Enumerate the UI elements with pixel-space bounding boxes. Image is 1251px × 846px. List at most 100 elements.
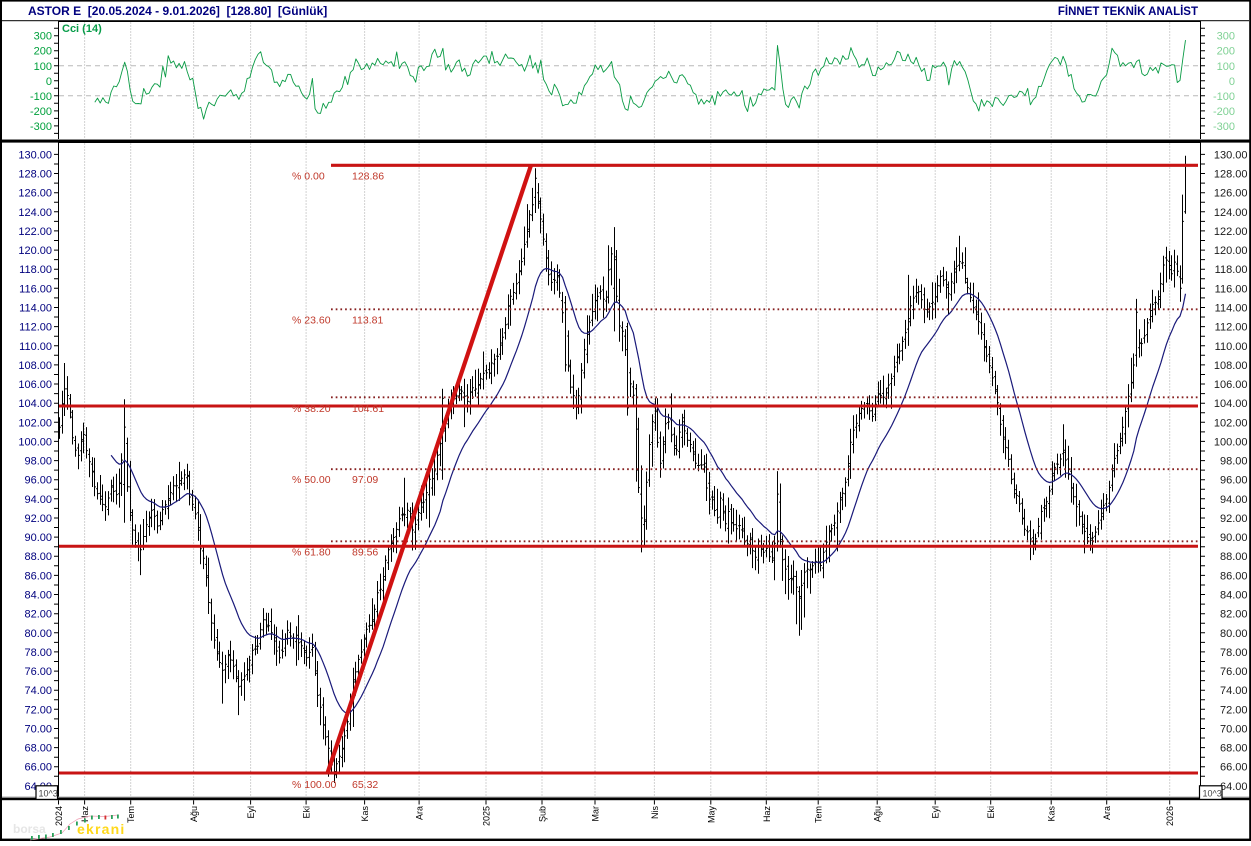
svg-text:Mar: Mar: [591, 806, 601, 822]
svg-text:Haz: Haz: [762, 806, 772, 823]
svg-text:76.00: 76.00: [1220, 666, 1248, 678]
svg-text:98.00: 98.00: [1220, 456, 1248, 468]
svg-text:72.00: 72.00: [1220, 704, 1248, 716]
svg-text:122.00: 122.00: [1214, 226, 1248, 238]
svg-text:ekrani: ekrani: [77, 821, 125, 837]
svg-text:116.00: 116.00: [1215, 283, 1248, 295]
svg-text:130.00: 130.00: [18, 149, 52, 161]
svg-text:80.00: 80.00: [24, 628, 52, 640]
svg-text:100: 100: [34, 61, 52, 73]
svg-text:128.00: 128.00: [1214, 169, 1248, 181]
svg-text:76.00: 76.00: [24, 666, 52, 678]
svg-text:92.00: 92.00: [1220, 513, 1248, 525]
svg-text:2024: 2024: [54, 806, 64, 826]
svg-text:0: 0: [1229, 76, 1235, 88]
svg-text:94.00: 94.00: [24, 494, 52, 506]
svg-text:64.00: 64.00: [1220, 781, 1248, 793]
svg-text:106.00: 106.00: [1214, 379, 1248, 391]
svg-text:86.00: 86.00: [24, 570, 52, 582]
svg-text:118.00: 118.00: [1215, 264, 1248, 276]
svg-text:100: 100: [1217, 61, 1235, 73]
svg-text:108.00: 108.00: [1214, 360, 1248, 372]
svg-text:112.00: 112.00: [1215, 322, 1248, 334]
svg-text:128.00: 128.00: [18, 169, 52, 181]
svg-text:94.00: 94.00: [1220, 494, 1248, 506]
svg-text:-200: -200: [1213, 106, 1235, 118]
svg-text:Ağu: Ağu: [873, 806, 883, 822]
svg-text:Eyl: Eyl: [246, 806, 256, 819]
svg-text:92.00: 92.00: [24, 513, 52, 525]
svg-text:FİNNET TEKNİK ANALİST: FİNNET TEKNİK ANALİST: [1058, 5, 1198, 18]
svg-text:-100: -100: [1213, 91, 1235, 103]
svg-text:65.32: 65.32: [352, 779, 378, 791]
svg-text:100.00: 100.00: [18, 436, 52, 448]
svg-text:% 0.00: % 0.00: [292, 171, 325, 183]
svg-text:68.00: 68.00: [24, 743, 52, 755]
svg-text:82.00: 82.00: [24, 609, 52, 621]
svg-text:% 50.00: % 50.00: [292, 474, 331, 486]
svg-text:96.00: 96.00: [24, 475, 52, 487]
svg-text:66.00: 66.00: [24, 762, 52, 774]
svg-text:118.00: 118.00: [19, 264, 52, 276]
svg-text:borsa: borsa: [13, 822, 46, 836]
svg-text:102.00: 102.00: [18, 417, 52, 429]
svg-text:130.00: 130.00: [1214, 149, 1248, 161]
svg-text:82.00: 82.00: [1220, 609, 1248, 621]
svg-text:-200: -200: [30, 106, 52, 118]
svg-text:78.00: 78.00: [1220, 647, 1248, 659]
svg-text:68.00: 68.00: [1220, 743, 1248, 755]
svg-text:74.00: 74.00: [1220, 685, 1248, 697]
svg-text:70.00: 70.00: [1220, 724, 1248, 736]
svg-text:% 61.80: % 61.80: [292, 547, 331, 559]
svg-text:104.00: 104.00: [18, 398, 52, 410]
svg-text:90.00: 90.00: [1220, 532, 1248, 544]
svg-text:124.00: 124.00: [1214, 207, 1248, 219]
svg-text:Şub: Şub: [538, 806, 548, 822]
svg-text:-300: -300: [1213, 121, 1235, 133]
svg-text:0: 0: [46, 76, 52, 88]
svg-text:% 23.60: % 23.60: [292, 315, 331, 327]
svg-text:2026: 2026: [1165, 806, 1175, 826]
svg-text:88.00: 88.00: [1220, 551, 1248, 563]
svg-text:96.00: 96.00: [1220, 475, 1248, 487]
svg-text:Eki: Eki: [302, 806, 312, 819]
svg-text:98.00: 98.00: [24, 456, 52, 468]
svg-text:84.00: 84.00: [24, 590, 52, 602]
svg-text:78.00: 78.00: [24, 647, 52, 659]
svg-text:2025: 2025: [482, 806, 492, 826]
svg-text:ASTOR E [20.05.2024 - 9.01.20: ASTOR E [20.05.2024 - 9.01.2026] [128.80…: [28, 4, 327, 18]
svg-text:106.00: 106.00: [18, 379, 52, 391]
svg-text:80.00: 80.00: [1220, 628, 1248, 640]
svg-text:Tem: Tem: [126, 806, 136, 823]
svg-text:84.00: 84.00: [1220, 590, 1248, 602]
svg-text:Cci (14): Cci (14): [62, 23, 102, 35]
svg-text:-100: -100: [30, 91, 52, 103]
svg-text:86.00: 86.00: [1220, 570, 1248, 582]
svg-text:126.00: 126.00: [18, 188, 52, 200]
svg-text:Tem: Tem: [814, 806, 824, 823]
svg-text:200: 200: [34, 46, 52, 58]
svg-text:113.81: 113.81: [352, 315, 383, 327]
svg-text:104.61: 104.61: [352, 403, 384, 415]
svg-text:Ara: Ara: [415, 806, 425, 820]
svg-text:104.00: 104.00: [1214, 398, 1248, 410]
svg-text:Eyl: Eyl: [931, 806, 941, 819]
svg-text:Nis: Nis: [650, 806, 660, 819]
svg-text:Haz: Haz: [80, 806, 90, 823]
svg-text:200: 200: [1217, 46, 1235, 58]
svg-text:88.00: 88.00: [24, 551, 52, 563]
svg-text:110.00: 110.00: [19, 341, 52, 353]
svg-text:124.00: 124.00: [18, 207, 52, 219]
svg-text:300: 300: [34, 31, 52, 43]
svg-text:128.86: 128.86: [352, 171, 384, 183]
svg-text:66.00: 66.00: [1220, 762, 1248, 774]
svg-text:Eki: Eki: [986, 806, 996, 819]
svg-text:116.00: 116.00: [19, 283, 52, 295]
svg-text:% 100.00: % 100.00: [292, 779, 337, 791]
svg-text:74.00: 74.00: [24, 685, 52, 697]
svg-text:72.00: 72.00: [24, 704, 52, 716]
svg-text:97.09: 97.09: [352, 474, 378, 486]
svg-text:Ara: Ara: [1102, 806, 1112, 820]
svg-text:114.00: 114.00: [19, 303, 52, 315]
svg-text:110.00: 110.00: [1215, 341, 1248, 353]
